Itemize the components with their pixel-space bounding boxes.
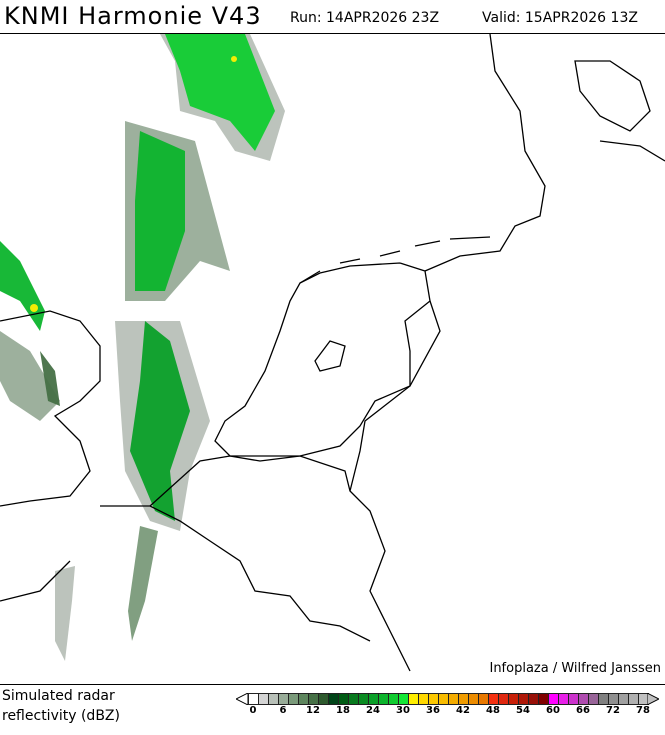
legend-tick: 30: [396, 705, 410, 716]
run-time: Run: 14APR2026 23Z: [290, 10, 440, 26]
germany-border: [349, 300, 441, 492]
legend-tick: 42: [456, 705, 470, 716]
map-canvas: [0, 33, 665, 672]
frisian-islands: [299, 236, 491, 284]
map-credit: Infoplaza / Wilfred Janssen: [489, 661, 661, 676]
legend-tick: 6: [279, 705, 287, 716]
legend-tick: 48: [486, 705, 500, 716]
legend-tick: 24: [366, 705, 380, 716]
legend-tick: 18: [336, 705, 350, 716]
precipitation: [0, 34, 285, 661]
legend-tick: 54: [516, 705, 530, 716]
coastlines: [0, 33, 665, 672]
legend-tick: 66: [576, 705, 590, 716]
legend-tick: 12: [306, 705, 320, 716]
ijsselmeer: [314, 340, 346, 372]
germany-coast: [424, 33, 546, 272]
legend-arrow-right-icon: [647, 693, 659, 705]
rain-tail: [128, 526, 158, 641]
legend-arrow-left-icon: [236, 693, 248, 705]
legend-tick: 78: [636, 705, 650, 716]
netherlands-coast: [214, 262, 431, 462]
radar-map: [0, 33, 665, 685]
belgium-border: [149, 455, 411, 672]
england-coast: [0, 310, 101, 507]
legend-ticks: 0 6 12 18 24 30 36 42 48 54 60 66 72 78: [248, 705, 650, 719]
legend-tick: 72: [606, 705, 620, 716]
valid-time: Valid: 15APR2026 13Z: [482, 10, 638, 26]
legend-tick: 36: [426, 705, 440, 716]
legend-label-line2: reflectivity (dBZ): [2, 708, 120, 724]
denmark-islands: [574, 60, 665, 162]
france-coast: [0, 560, 71, 602]
france-border: [100, 505, 371, 642]
chart-title: KNMI Harmonie V43: [4, 2, 262, 30]
color-legend: 0 6 12 18 24 30 36 42 48 54 60 66 72 78: [236, 693, 659, 719]
legend-tick: 60: [546, 705, 560, 716]
legend-label: Simulated radar reflectivity (dBZ): [2, 686, 120, 726]
legend-boxes: [248, 693, 649, 705]
rain-west: [0, 241, 45, 331]
legend-label-line1: Simulated radar: [2, 688, 115, 704]
legend-tick: 0: [249, 705, 257, 716]
